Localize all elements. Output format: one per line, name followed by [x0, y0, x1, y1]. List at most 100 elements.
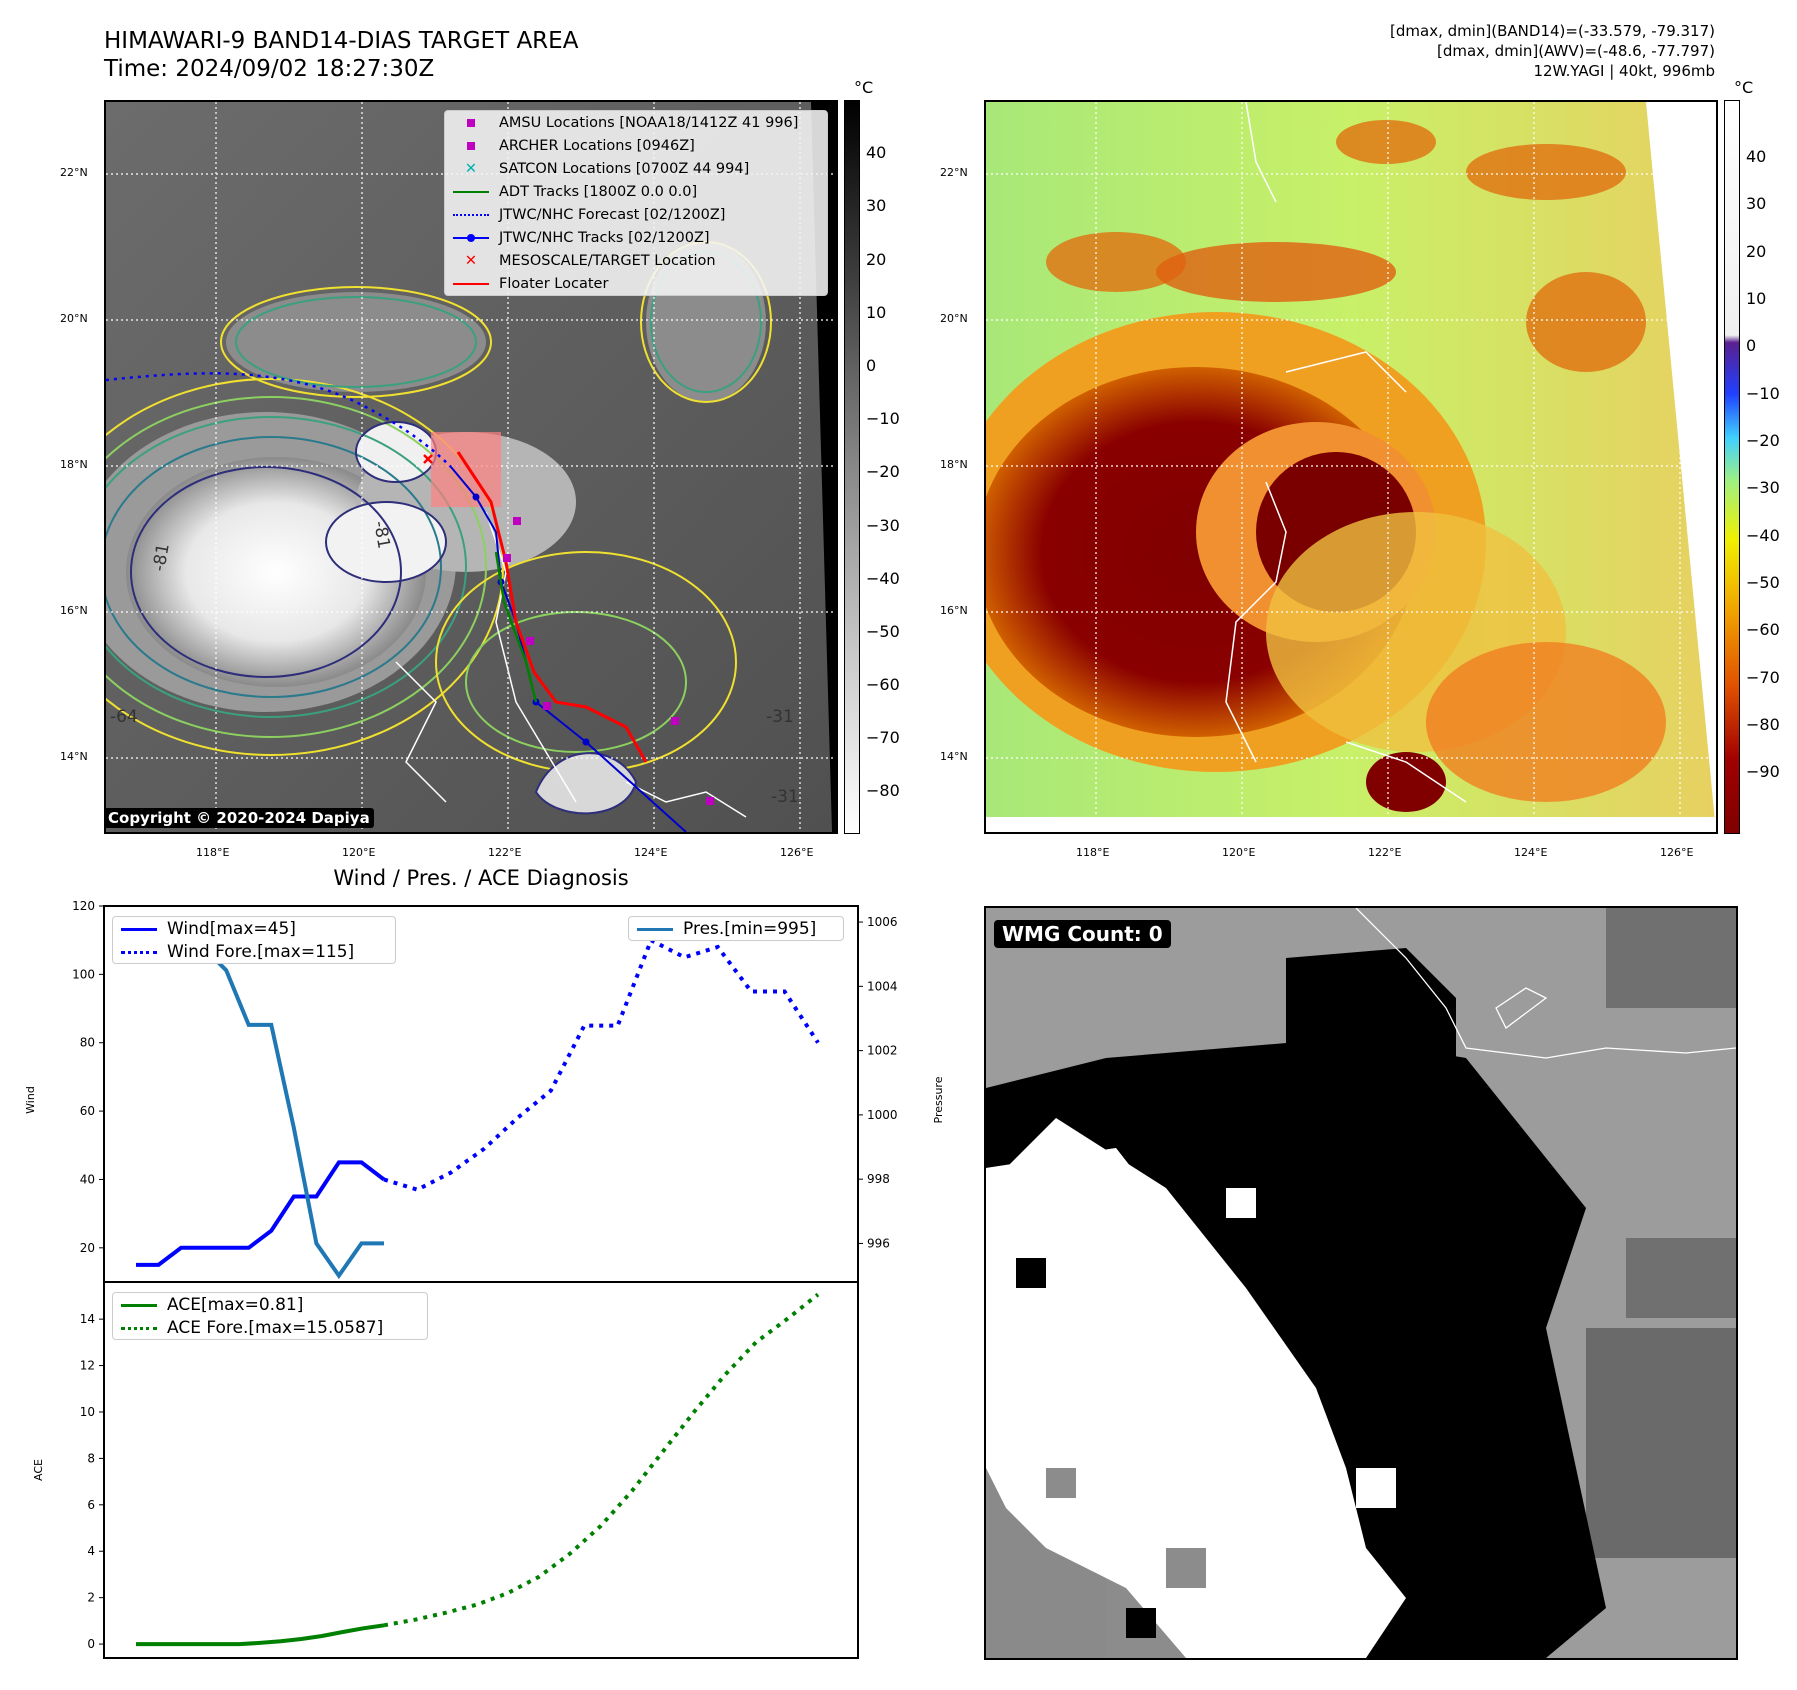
lat-tick: 22°N	[60, 166, 88, 179]
colorbar-unit: °C	[854, 78, 874, 97]
wind-tick-label: 20	[80, 1241, 95, 1255]
lat-tick: 14°N	[940, 750, 968, 763]
colorbar-tick: 40	[866, 143, 887, 163]
pressure-axis-label: Pressure	[932, 1076, 945, 1123]
wind-tick-label: 60	[80, 1104, 95, 1118]
legend-pressure: Pres.[min=995]	[683, 918, 817, 939]
wmg-image	[986, 908, 1736, 1658]
lon-tick: 126°E	[1660, 846, 1694, 859]
copyright-badge: Copyright © 2020-2024 Dapiya	[104, 808, 374, 828]
colorbar-tick: 10	[1746, 288, 1767, 308]
colorbar-tick: −70	[1746, 667, 1780, 687]
colorbar-tick: 30	[866, 196, 887, 216]
lon-tick: 118°E	[196, 846, 230, 859]
ace-tick-label: 14	[80, 1312, 95, 1326]
diagnosis-title: Wind / Pres. / ACE Diagnosis	[333, 866, 629, 890]
ace-tick-label: 4	[87, 1544, 95, 1558]
legend-item: ✕ SATCON Locations [0700Z 44 994]	[464, 160, 750, 177]
lon-tick: 120°E	[342, 846, 376, 859]
lon-tick: 118°E	[1076, 846, 1110, 859]
colorbar-tick: 40	[1746, 146, 1767, 166]
colorbar-tick: −50	[866, 621, 900, 641]
chart-time: Time: 2024/09/02 18:27:30Z	[104, 56, 435, 82]
colorbar-tick: 0	[1746, 336, 1757, 356]
colorbar-tick: 20	[866, 249, 887, 269]
wind-tick-label: 80	[80, 1036, 95, 1050]
legend-wind-forecast: Wind Fore.[max=115]	[167, 941, 355, 962]
lon-tick: 120°E	[1222, 846, 1256, 859]
wv-map-panel	[984, 100, 1718, 834]
lat-tick: 16°N	[60, 604, 88, 617]
wv-map-image	[986, 102, 1716, 832]
storm-info-text: 12W.YAGI | 40kt, 996mb	[1533, 62, 1715, 80]
colorbar-tick: 10	[866, 302, 887, 322]
colorbar-tick: −60	[1746, 620, 1780, 640]
lat-tick: 18°N	[60, 458, 88, 471]
contour-label: -31	[771, 787, 799, 807]
colorbar-tick: 0	[866, 355, 877, 375]
legend-item: JTWC/NHC Forecast [02/1200Z]	[445, 203, 827, 226]
lat-tick: 22°N	[940, 166, 968, 179]
colorbar-tick: −20	[866, 462, 900, 482]
colorbar-tick: −90	[1746, 762, 1780, 782]
lat-tick: 20°N	[940, 312, 968, 325]
lat-tick: 18°N	[940, 458, 968, 471]
pressure-tick-label: 996	[867, 1236, 890, 1250]
wmg-panel	[984, 906, 1738, 1660]
ace-series-line	[136, 1623, 385, 1647]
ir-colorbar	[844, 100, 860, 834]
legend-item: ADT Tracks [1800Z 0.0 0.0]	[445, 180, 827, 203]
lon-tick: 126°E	[780, 846, 814, 859]
lon-tick: 124°E	[634, 846, 668, 859]
pressure-legend: Pres.[min=995]	[628, 916, 844, 941]
colorbar-tick: −80	[866, 781, 900, 801]
legend-item: AMSU Locations [NOAA18/1412Z 41 996]	[445, 111, 827, 134]
contour-label: -31	[766, 707, 794, 727]
colorbar-tick: −60	[866, 675, 900, 695]
lat-tick: 14°N	[60, 750, 88, 763]
colorbar-tick: −40	[1746, 525, 1780, 545]
diagnosis-chart: 20 40 60 80 100 120 996 998 1000 1002 1004 1006 0 2…	[24, 899, 945, 1659]
wind-tick-label: 100	[72, 967, 95, 981]
pressure-tick-label: 998	[867, 1172, 890, 1186]
pressure-tick-label: 1002	[867, 1044, 898, 1058]
chart-title: HIMAWARI-9 BAND14-DIAS TARGET AREA	[104, 28, 579, 54]
lat-tick: 16°N	[940, 604, 968, 617]
ace-legend: ACE[max=0.81] ACE Fore.[max=15.0587]	[112, 1292, 428, 1340]
colorbar-tick: 30	[1746, 194, 1767, 214]
legend-ace-forecast: ACE Fore.[max=15.0587]	[167, 1317, 384, 1338]
lat-tick: 20°N	[60, 312, 88, 325]
legend-wind: Wind[max=45]	[167, 918, 296, 939]
colorbar-tick: −30	[866, 515, 900, 535]
lon-tick: 122°E	[1368, 846, 1402, 859]
ace-tick-label: 6	[87, 1498, 95, 1512]
colorbar-tick: −40	[866, 568, 900, 588]
pressure-tick-label: 1006	[867, 915, 898, 929]
lon-tick: 122°E	[488, 846, 522, 859]
ace-axes	[103, 1281, 859, 1659]
colorbar-tick: −10	[866, 409, 900, 429]
ace-tick-label: 8	[87, 1451, 95, 1465]
legend-item: ✕ MESOSCALE/TARGET Location	[464, 252, 716, 269]
contour-label: -81	[149, 542, 174, 573]
wv-colorbar	[1724, 100, 1740, 834]
pressure-tick-label: 1004	[867, 979, 898, 993]
awv-range-text: [dmax, dmin](AWV)=(-48.6, -77.797)	[1436, 42, 1715, 60]
ace-forecast-series-line	[383, 1292, 820, 1628]
contour-label: -81	[369, 519, 394, 550]
map-legend: AMSU Locations [NOAA18/1412Z 41 996] ARC…	[444, 110, 828, 296]
colorbar-tick: −10	[1746, 383, 1780, 403]
wind-series-line	[136, 1160, 386, 1267]
ace-tick-label: 12	[80, 1359, 95, 1373]
legend-item: JTWC/NHC Tracks [02/1200Z]	[445, 226, 827, 249]
colorbar-unit: °C	[1734, 78, 1754, 97]
ace-tick-label: 2	[87, 1591, 95, 1605]
wind-axis-label: Wind	[24, 1086, 37, 1114]
pressure-tick-label: 1000	[867, 1108, 898, 1122]
legend-item: ARCHER Locations [0946Z]	[445, 134, 827, 157]
legend-item: Floater Locater	[445, 272, 827, 295]
colorbar-tick: −80	[1746, 715, 1780, 735]
ace-tick-label: 10	[80, 1405, 95, 1419]
wind-tick-label: 40	[80, 1172, 95, 1186]
wmg-count-badge: WMG Count: 0	[994, 920, 1171, 948]
